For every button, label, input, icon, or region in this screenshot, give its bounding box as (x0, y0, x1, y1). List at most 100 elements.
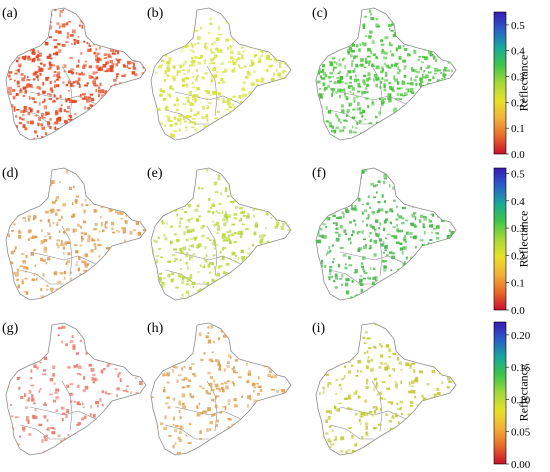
reflectance-pixel (127, 279, 130, 283)
reflectance-pixel (249, 355, 252, 359)
reflectance-pixel (14, 115, 18, 118)
reflectance-pixel (338, 402, 342, 405)
reflectance-pixel (349, 189, 353, 193)
reflectance-pixel (261, 264, 263, 267)
reflectance-pixel (407, 88, 410, 93)
reflectance-pixel (288, 62, 291, 66)
reflectance-pixel (281, 388, 285, 393)
reflectance-pixel (182, 276, 185, 280)
reflectance-pixel (284, 249, 289, 254)
reflectance-pixel (61, 340, 64, 344)
reflectance-pixel (155, 189, 158, 192)
reflectance-pixel (367, 356, 370, 359)
reflectance-pixel (132, 65, 135, 70)
reflectance-pixel (11, 40, 16, 43)
reflectance-pixel (201, 187, 204, 190)
reflectance-pixel (196, 405, 199, 409)
reflectance-pixel (63, 70, 66, 73)
reflectance-pixel (278, 61, 282, 65)
reflectance-pixel (352, 116, 356, 119)
reflectance-pixel (13, 441, 16, 445)
reflectance-pixel (53, 450, 57, 453)
reflectance-pixel (64, 241, 68, 245)
reflectance-pixel (370, 13, 373, 16)
reflectance-pixel (231, 233, 235, 237)
reflectance-pixel (190, 56, 194, 60)
reflectance-pixel (77, 36, 80, 38)
reflectance-pixel (369, 9, 371, 13)
reflectance-pixel (370, 17, 375, 21)
reflectance-pixel (337, 263, 341, 268)
reflectance-pixel (251, 382, 256, 387)
reflectance-pixel (439, 356, 442, 359)
reflectance-pixel (220, 382, 224, 385)
reflectance-pixel (184, 60, 187, 64)
reflectance-pixel (139, 211, 143, 216)
reflectance-pixel (56, 118, 59, 122)
reflectance-pixel (52, 399, 57, 403)
reflectance-pixel (205, 390, 209, 394)
reflectance-pixel (337, 39, 342, 43)
reflectance-pixel (256, 91, 258, 94)
reflectance-pixel (52, 373, 55, 377)
reflectance-pixel (15, 247, 17, 250)
reflectance-pixel (270, 261, 274, 263)
reflectance-pixel (386, 387, 391, 390)
reflectance-pixel (351, 62, 353, 67)
reflectance-pixel (318, 140, 320, 142)
reflectance-pixel (135, 392, 139, 394)
reflectance-pixel (35, 23, 40, 26)
reflectance-pixel (353, 141, 357, 144)
reflectance-pixel (256, 43, 261, 46)
reflectance-pixel (77, 40, 80, 44)
reflectance-pixel (276, 91, 279, 95)
reflectance-pixel (42, 82, 45, 86)
reflectance-pixel (117, 60, 121, 64)
reflectance-pixel (111, 35, 114, 39)
reflectance-pixel (176, 117, 180, 122)
reflectance-pixel (54, 45, 58, 48)
reflectance-pixel (329, 410, 333, 415)
reflectance-pixel (213, 340, 215, 344)
reflectance-pixel (357, 102, 360, 106)
reflectance-pixel (59, 107, 62, 110)
reflectance-pixel (269, 58, 272, 61)
reflectance-pixel (434, 58, 438, 62)
reflectance-pixel (383, 269, 387, 272)
reflectance-pixel (8, 74, 11, 78)
reflectance-pixel (67, 20, 71, 23)
reflectance-pixel (276, 37, 279, 42)
reflectance-pixel (154, 128, 158, 131)
reflectance-pixel (455, 80, 456, 84)
reflectance-pixel (388, 374, 391, 377)
reflectance-pixel (337, 408, 340, 412)
reflectance-pixel (179, 249, 183, 253)
reflectance-pixel (359, 142, 362, 145)
reflectance-pixel (123, 47, 127, 52)
reflectance-pixel (44, 438, 48, 442)
reflectance-pixel (441, 95, 444, 99)
reflectance-pixel (44, 42, 49, 46)
reflectance-pixel (114, 248, 118, 253)
reflectance-pixel (109, 117, 112, 121)
reflectance-pixel (18, 188, 22, 192)
reflectance-pixel (70, 68, 75, 71)
reflectance-pixel (92, 298, 96, 300)
reflectance-pixel (382, 281, 387, 284)
reflectance-pixel (405, 362, 410, 367)
reflectance-pixel (91, 37, 95, 40)
reflectance-pixel (194, 56, 197, 59)
reflectance-pixel (246, 200, 250, 204)
reflectance-pixel (56, 136, 61, 140)
reflectance-pixel (215, 127, 218, 132)
reflectance-pixel (287, 286, 290, 289)
reflectance-pixel (324, 87, 328, 90)
reflectance-pixel (69, 340, 74, 343)
reflectance-pixel (18, 386, 21, 390)
reflectance-pixel (111, 227, 114, 230)
reflectance-pixel (451, 69, 454, 72)
reflectance-pixel (289, 130, 291, 134)
reflectance-pixel (24, 35, 27, 37)
reflectance-pixel (400, 380, 402, 384)
reflectance-pixel (417, 26, 420, 30)
